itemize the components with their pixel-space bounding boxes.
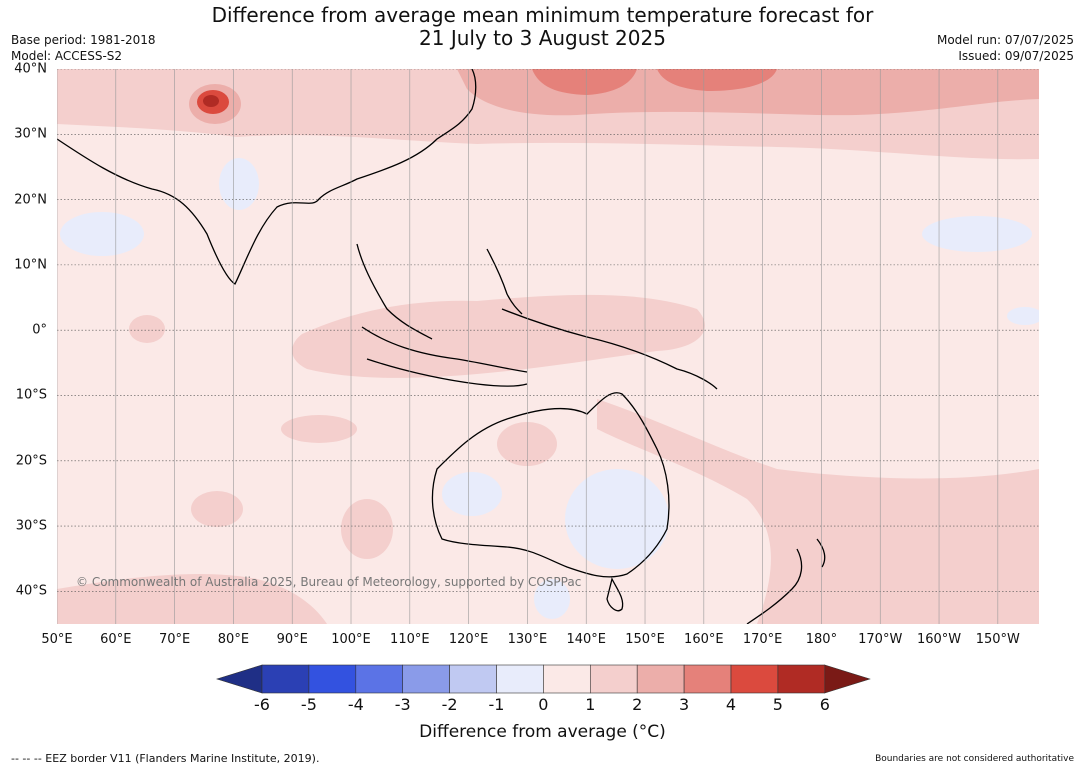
map-area[interactable] (57, 69, 1039, 624)
longitude-label: 160°W (916, 632, 962, 647)
longitude-label: 150°W (975, 632, 1020, 647)
colorbar-tick-label: 5 (772, 695, 783, 714)
coastline-new-guinea (501, 308, 718, 390)
longitude-label: 160°E (684, 632, 724, 647)
colorbar-extend-high (824, 664, 871, 694)
gridlines (57, 69, 1039, 624)
longitude-label: 60°E (100, 632, 132, 647)
anomaly-cool-australia-east (565, 469, 669, 569)
latitude-label: 30°N (14, 126, 47, 142)
colorbar-tick-label: -6 (254, 695, 270, 714)
latitude-label: 0° (32, 322, 47, 338)
longitude-label: 180° (805, 632, 838, 647)
colorbar-segment (308, 664, 357, 694)
longitude-label: 120°E (448, 632, 489, 647)
map-title: Difference from average mean minimum tem… (0, 4, 1085, 50)
coastline-philippines (486, 248, 523, 315)
colorbar-segment (777, 664, 826, 694)
title-line-2: 21 July to 3 August 2025 (419, 26, 666, 50)
colorbar-segment (449, 664, 497, 694)
longitude-label: 90°E (276, 632, 308, 647)
coastline-malay-peninsula (356, 243, 433, 340)
copyright-notice: © Commonwealth of Australia 2025, Bureau… (76, 575, 582, 589)
anomaly-patch-south-indian (281, 415, 357, 443)
anomaly-cool-tasmania-south (534, 579, 570, 619)
latitude-label: 20°S (15, 453, 47, 469)
anomaly-cool-equatorial-pacific (1007, 307, 1039, 325)
model-run: Model run: 07/07/2025 (936, 33, 1074, 47)
anomaly-3-4-patch-west (532, 69, 637, 95)
coastline-tasmania (606, 577, 624, 612)
colorbar-tick-label: 0 (538, 695, 549, 714)
boundaries-note: Boundaries are not considered authoritat… (875, 754, 1074, 764)
latitude-label: 20°N (14, 192, 47, 208)
longitude-label: 130°E (507, 632, 548, 647)
colorbar-tick-label: 2 (632, 695, 643, 714)
eez-note: -- -- -- EEZ border V11 (Flanders Marine… (11, 752, 320, 765)
colorbar-segment (636, 664, 685, 694)
coastline-new-zealand (746, 538, 826, 624)
colorbar-segment (496, 664, 544, 694)
latitude-label: 10°N (14, 257, 47, 273)
anomaly-patch-indian-ocean (129, 315, 165, 343)
colorbar-segment (355, 664, 404, 694)
anomaly-cool-arabian-sea (60, 212, 144, 256)
colorbar-extend-low (215, 664, 263, 694)
issued-date: Issued: 09/07/2025 (958, 49, 1074, 63)
base-period: Base period: 1981-2018 (11, 33, 156, 47)
longitude-label: 150°E (625, 632, 665, 647)
colorbar (215, 664, 871, 694)
anomaly-3-4-patch-east (657, 69, 777, 91)
anomaly-cool-australia-west (442, 472, 502, 516)
coastlines (57, 69, 826, 624)
anomaly-hotspot-core (203, 95, 219, 107)
colorbar-tick-label: -4 (347, 695, 364, 714)
map-canvas (57, 69, 1039, 624)
model-info: Base period: 1981-2018 Model: ACCESS-S2 (11, 32, 156, 64)
colorbar-segment (683, 664, 732, 694)
anomaly-patch-south-indian-3 (341, 499, 393, 559)
longitude-label: 50°E (41, 632, 73, 647)
latitude-label: 40°N (14, 61, 47, 77)
longitude-label: 170°E (742, 632, 783, 647)
colorbar-segment (589, 664, 638, 694)
colorbar-tick-label: 1 (585, 695, 596, 714)
anomaly-patch-south-indian-2 (191, 491, 243, 527)
latitude-label: 30°S (15, 518, 47, 534)
longitude-label: 70°E (158, 632, 191, 647)
model-name: Model: ACCESS-S2 (11, 49, 123, 63)
colorbar-segment (261, 664, 310, 694)
longitude-label: 170°W (858, 632, 903, 647)
colorbar-segment (543, 664, 591, 694)
longitude-label: 140°E (566, 632, 606, 647)
colorbar-tick-label: -5 (300, 695, 317, 714)
anomaly-patch-southern-ocean (57, 573, 327, 624)
coastline-indonesia (361, 326, 528, 387)
colorbar-tick-label: 4 (725, 695, 737, 714)
colorbar-segment (402, 664, 450, 694)
coastline-asia (57, 69, 477, 285)
longitude-label: 80°E (217, 632, 250, 647)
colorbar-segment (730, 664, 779, 694)
anomaly-cool-india (219, 158, 259, 210)
anomaly-1-2-south-pacific (597, 399, 1039, 624)
colorbar-tick-label: 6 (819, 695, 830, 714)
anomaly-1-2-equatorial (292, 294, 705, 378)
title-line-1: Difference from average mean minimum tem… (211, 3, 874, 27)
longitude-label: 110°E (390, 632, 430, 647)
run-info: Model run: 07/07/2025 Issued: 09/07/2025 (937, 32, 1074, 64)
colorbar-tick-label: 3 (679, 695, 690, 714)
anomaly-cool-central-pacific (922, 216, 1032, 252)
colorbar-title: Difference from average (°C) (419, 722, 666, 742)
latitude-label: 10°S (15, 387, 47, 403)
coastline-australia (431, 392, 670, 578)
colorbar-tick-label: -3 (394, 695, 411, 714)
latitude-label: 40°S (15, 583, 47, 599)
anomaly-patch-australia-nw (497, 422, 557, 466)
colorbar-tick-label: -1 (488, 695, 505, 714)
colorbar-tick-label: -2 (441, 695, 458, 714)
longitude-label: 100°E (331, 632, 371, 647)
